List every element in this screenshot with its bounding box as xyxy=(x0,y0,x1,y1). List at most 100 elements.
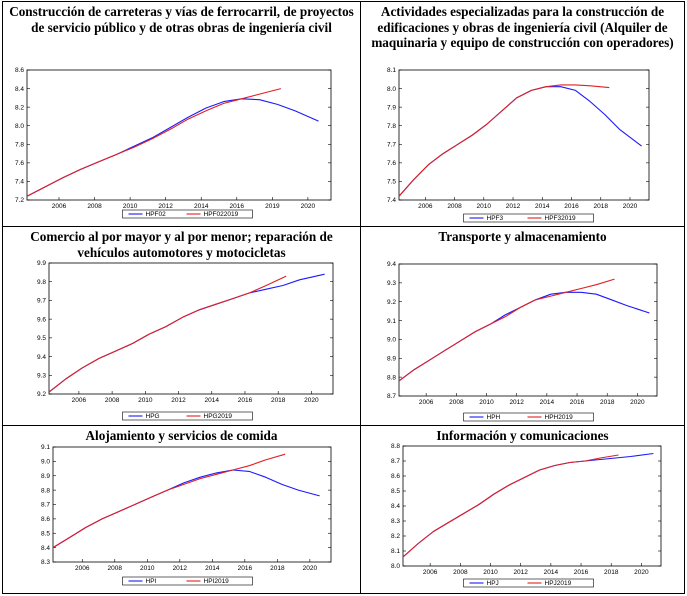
y-tick-label: 9.8 xyxy=(37,279,46,286)
y-tick-label: 9.2 xyxy=(37,391,46,398)
legend-label: HPH2019 xyxy=(545,414,574,421)
y-tick-label: 8.8 xyxy=(391,443,400,450)
chart-panel-5: Alojamiento y servicios de comida 8.3 8.4 8… xyxy=(2,425,361,594)
y-tick-label: 8.6 xyxy=(41,516,50,523)
y-tick-label: 8.3 xyxy=(391,518,400,525)
x-tick-label: 2014 xyxy=(544,569,559,576)
y-tick-label: 8.4 xyxy=(391,503,400,510)
series-line-hpf02 xyxy=(26,98,319,197)
chart-title: Información y comunicaciones xyxy=(436,428,609,443)
y-tick-label: 8.9 xyxy=(41,473,50,480)
x-tick-label: 2020 xyxy=(304,397,319,404)
x-tick-label: 2016 xyxy=(564,203,579,210)
y-tick-label: 8.2 xyxy=(391,533,400,540)
x-tick-label: 2018 xyxy=(600,399,615,406)
y-tick-label: 8.0 xyxy=(391,563,400,570)
y-tick-label: 9.6 xyxy=(37,316,46,323)
x-tick-label: 2020 xyxy=(303,565,318,572)
line-chart-svg: 7.2 7.4 7.6 7.8 8.0 8.2 8.4 8.6 2006 2008 2010 2012… xyxy=(15,67,332,219)
y-tick-label: 8.5 xyxy=(391,488,400,495)
y-tick-label: 8.6 xyxy=(391,473,400,480)
y-tick-label: 7.2 xyxy=(15,197,24,204)
x-tick-label: 2008 xyxy=(453,569,468,576)
x-tick-label: 2012 xyxy=(158,203,173,210)
y-tick-label: 7.7 xyxy=(387,141,396,148)
x-tick-label: 2008 xyxy=(447,203,462,210)
y-tick-label: 8.7 xyxy=(391,458,400,465)
y-tick-label: 8.8 xyxy=(41,487,50,494)
y-tick-label: 8.8 xyxy=(387,374,396,381)
series-line-hpf32019 xyxy=(398,84,610,197)
x-tick-label: 2014 xyxy=(535,203,550,210)
series-line-hpg xyxy=(48,273,325,393)
x-tick-label: 2008 xyxy=(108,565,123,572)
series-line-hpj xyxy=(402,452,654,558)
x-tick-label: 2012 xyxy=(513,569,528,576)
series-line-hpg2019 xyxy=(48,275,287,393)
x-tick-label: 2006 xyxy=(72,397,87,404)
series-line-hpi2019 xyxy=(52,453,286,549)
x-tick-label: 2008 xyxy=(87,203,102,210)
plot-frame xyxy=(402,445,662,567)
x-tick-label: 2008 xyxy=(105,397,120,404)
x-tick-label: 2016 xyxy=(230,203,245,210)
x-tick-label: 2018 xyxy=(271,397,286,404)
x-tick-label: 2020 xyxy=(634,569,649,576)
x-tick-label: 2012 xyxy=(506,203,521,210)
y-tick-label: 8.3 xyxy=(41,559,50,566)
line-chart-svg: 8.3 8.4 8.5 8.6 8.7 8.8 8.9 9.0 9.1 2006 2008 2010 2… xyxy=(41,444,332,586)
x-tick-label: 2010 xyxy=(138,397,153,404)
x-tick-label: 2006 xyxy=(75,565,90,572)
legend-label: HPF02 xyxy=(146,211,167,218)
x-tick-label: 2016 xyxy=(238,565,253,572)
y-tick-label: 7.6 xyxy=(387,160,396,167)
y-tick-label: 9.2 xyxy=(387,299,396,306)
y-tick-label: 8.1 xyxy=(387,67,396,74)
x-tick-label: 2006 xyxy=(419,399,434,406)
chart-title: Construcción de carreteras y vías de fer… xyxy=(9,4,354,35)
y-tick-label: 8.6 xyxy=(15,67,24,74)
legend-label: HPF32019 xyxy=(545,215,576,222)
line-chart-svg: 8.0 8.1 8.2 8.3 8.4 8.5 8.6 8.7 8.8 2006 2008 2010 2… xyxy=(391,443,662,588)
x-tick-label: 2016 xyxy=(570,399,585,406)
x-tick-label: 2012 xyxy=(171,397,186,404)
x-tick-label: 2012 xyxy=(173,565,188,572)
legend-label: HPF022019 xyxy=(204,211,239,218)
y-tick-label: 9.4 xyxy=(37,354,46,361)
legend-label: HPI2019 xyxy=(204,578,230,585)
x-tick-label: 2019 xyxy=(265,203,280,210)
chart-panel-3: Comercio al por mayor y al por menor; re… xyxy=(2,226,361,426)
y-tick-label: 7.4 xyxy=(387,197,396,204)
legend-label: HPJ2019 xyxy=(545,580,572,587)
y-tick-label: 9.4 xyxy=(387,261,396,268)
line-chart-svg: 9.2 9.3 9.4 9.5 9.6 9.7 9.8 9.9 2006 2008 2010 2012… xyxy=(37,260,334,421)
legend-label: HPH xyxy=(487,414,501,421)
y-tick-label: 8.9 xyxy=(387,355,396,362)
y-tick-label: 8.7 xyxy=(387,393,396,400)
x-tick-label: 2006 xyxy=(418,203,433,210)
x-tick-label: 2010 xyxy=(477,203,492,210)
x-tick-label: 2016 xyxy=(574,569,589,576)
x-tick-label: 2010 xyxy=(483,569,498,576)
x-tick-label: 2018 xyxy=(594,203,609,210)
y-tick-label: 9.0 xyxy=(387,337,396,344)
y-tick-label: 7.6 xyxy=(15,160,24,167)
x-tick-label: 2006 xyxy=(423,569,438,576)
plot-frame xyxy=(48,262,334,395)
chart-title: Transporte y almacenamiento xyxy=(438,229,607,244)
x-tick-label: 2014 xyxy=(205,565,220,572)
x-tick-label: 2010 xyxy=(123,203,138,210)
y-tick-label: 7.4 xyxy=(15,179,24,186)
series-line-hpf3 xyxy=(398,86,642,197)
series-line-hpi xyxy=(52,469,320,549)
series-line-hpf022019 xyxy=(26,88,282,197)
chart-panel-4: Transporte y almacenamiento 8.7 8.8 8.9 9.0 9… xyxy=(360,226,685,426)
chart-panel-1: Construcción de carreteras y vías de fer… xyxy=(2,1,361,227)
series-line-hpj2019 xyxy=(402,454,619,558)
x-tick-label: 2018 xyxy=(270,565,285,572)
y-tick-label: 9.3 xyxy=(387,280,396,287)
y-tick-label: 9.9 xyxy=(37,260,46,267)
y-tick-label: 7.5 xyxy=(387,179,396,186)
y-tick-label: 7.9 xyxy=(387,104,396,111)
